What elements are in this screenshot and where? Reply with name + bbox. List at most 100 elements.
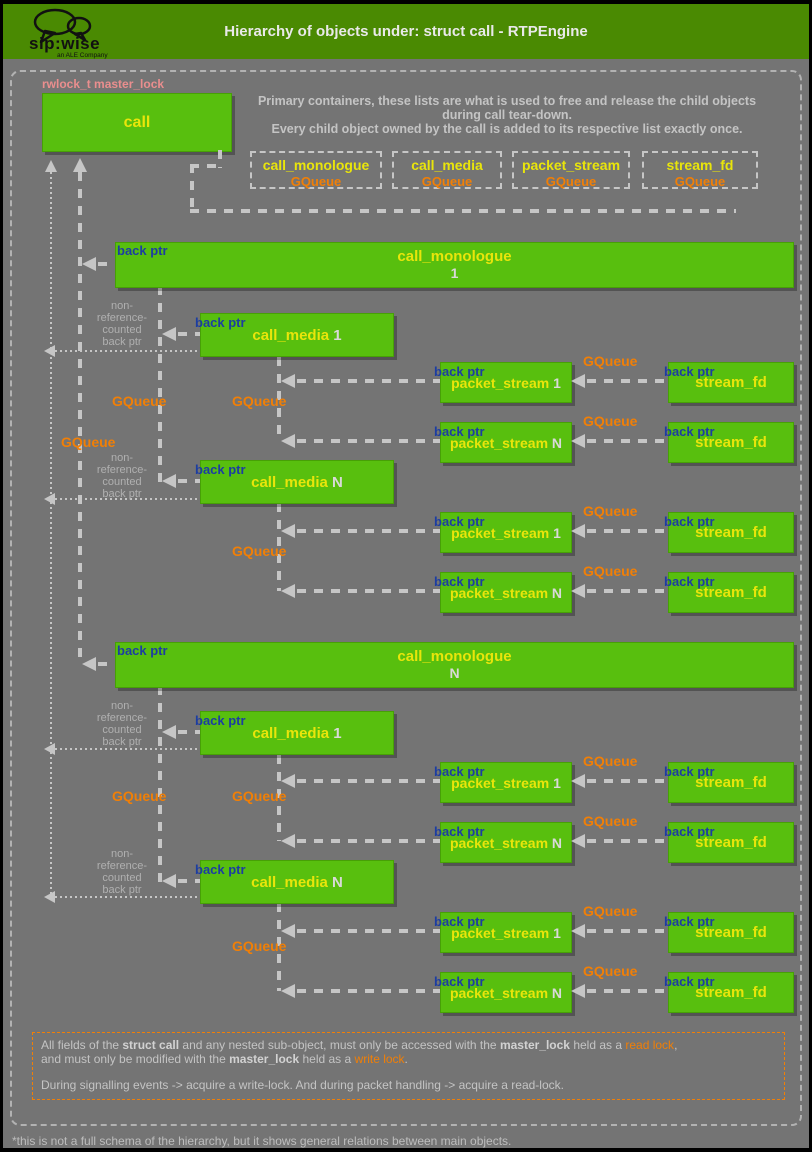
note-text: and must only be modified with the [41, 1051, 230, 1066]
box-title: call_media 1 [201, 725, 393, 742]
list-name: call_monologue [262, 157, 370, 173]
stream-fd-box: stream_fd [668, 362, 794, 403]
arrow-left-icon [281, 774, 295, 788]
connector-line [190, 164, 222, 168]
gqueue-label: GQueue [583, 413, 638, 429]
backptr-label: back ptr [664, 574, 715, 589]
arrow-left-icon [571, 524, 585, 538]
box-title: call_media N [201, 474, 393, 491]
backptr-label: back ptr [434, 824, 485, 839]
arrow-left-icon [571, 584, 585, 598]
backptr-line-to-call [78, 172, 82, 664]
box-title: packet_stream 1 [441, 375, 571, 391]
non-ref-arrow [55, 498, 200, 500]
non-ref-arrow [55, 748, 200, 750]
list-type: GQueue [674, 174, 726, 189]
note-line-3: During signalling events -> acquire a wr… [41, 1078, 564, 1092]
gqueue-label: GQueue [61, 434, 116, 450]
backptr-label: back ptr [117, 243, 168, 258]
gqueue-arrow [297, 439, 440, 443]
packet-stream-1-box: packet_stream 1 [440, 362, 572, 403]
arrow-left-icon [281, 924, 295, 938]
backptr-label: back ptr [664, 764, 715, 779]
arrow-up-icon [45, 160, 57, 172]
box-title-text: packet_stream [451, 374, 550, 391]
note-text: held as a [569, 1038, 626, 1052]
diagram-frame [10, 70, 802, 1126]
logo-text: sip:wise [29, 34, 101, 53]
backptr-arrow [178, 879, 200, 883]
box-index: N [551, 984, 563, 1001]
gqueue-label: GQueue [232, 393, 287, 409]
arrow-left-icon [571, 434, 585, 448]
arrow-left-icon [281, 584, 295, 598]
arrow-left-icon [44, 743, 55, 755]
note-bold: master_lock [499, 1038, 570, 1052]
arrow-left-icon [44, 345, 55, 357]
arrow-left-icon [281, 984, 295, 998]
backptr-arrow [178, 332, 200, 336]
box-index: N [551, 584, 563, 601]
non-ref-backptr-line [50, 172, 52, 897]
gqueue-line [277, 503, 281, 591]
gqueue-label: GQueue [232, 788, 287, 804]
list-name: packet_stream [521, 157, 621, 173]
box-index: 1 [450, 265, 459, 281]
packet-stream-n-box: packet_stream N [440, 972, 572, 1013]
note-text: held as a [299, 1051, 355, 1066]
call-box: call [42, 93, 232, 152]
arrow-left-icon [162, 474, 176, 488]
backptr-label: back ptr [664, 974, 715, 989]
arrow-left-icon [281, 524, 295, 538]
note-bold: struct call [122, 1038, 180, 1052]
box-index: N [332, 873, 343, 891]
box-title-text: call_media [252, 326, 330, 344]
stream-fd-box: stream_fd [668, 512, 794, 553]
arrow-left-icon [162, 327, 176, 341]
gqueue-line [277, 903, 281, 991]
backptr-label: back ptr [434, 764, 485, 779]
non-ref-label: non- reference- counted back ptr [96, 452, 148, 500]
arrow-left-icon [281, 434, 295, 448]
box-title-text: packet_stream [449, 584, 549, 601]
backptr-label: back ptr [434, 914, 485, 929]
arrow-left-icon [571, 374, 585, 388]
box-index: N [551, 834, 563, 851]
box-title: packet_stream 1 [441, 925, 571, 941]
stream-fd-box: stream_fd [668, 762, 794, 803]
box-index: 1 [553, 374, 561, 391]
backptr-label: back ptr [117, 643, 168, 658]
stream-fd-box: stream_fd [668, 822, 794, 863]
gqueue-line [277, 357, 281, 441]
gqueue-label: GQueue [583, 963, 638, 979]
packet-stream-1-box: packet_stream 1 [440, 762, 572, 803]
box-title: call_monologue [397, 648, 512, 665]
box-title: stream_fd [695, 434, 767, 451]
box-title: stream_fd [695, 584, 767, 601]
box-title: stream_fd [695, 924, 767, 941]
connector-line [190, 209, 736, 213]
gqueue-label: GQueue [583, 903, 638, 919]
box-title-text: packet_stream [449, 834, 549, 851]
backptr-label: back ptr [664, 914, 715, 929]
box-title-text: packet_stream [451, 774, 550, 791]
arrow-left-icon [162, 874, 176, 888]
arrow-left-icon [44, 493, 55, 505]
backptr-arrow [178, 730, 200, 734]
call-monologue-1-box: call_monologue 1 [115, 242, 794, 288]
connector-line [218, 150, 222, 168]
page-title: Hierarchy of objects under: struct call … [224, 23, 588, 40]
gqueue-label: GQueue [232, 543, 287, 559]
non-ref-label: non- reference- counted back ptr [96, 300, 148, 348]
primary-list-stream-fd: stream_fd GQueue [642, 151, 758, 189]
box-title-text: call_media [252, 724, 330, 742]
list-name: call_media [411, 157, 483, 173]
note-text: All fields of the [41, 1038, 123, 1052]
call-media-1-box: call_media 1 [200, 313, 394, 357]
non-ref-arrow [55, 896, 200, 898]
packet-stream-n-box: packet_stream N [440, 422, 572, 463]
backptr-label: back ptr [195, 462, 246, 477]
note-text: . [404, 1051, 408, 1066]
gqueue-arrow [297, 779, 440, 783]
box-title: call_media 1 [201, 327, 393, 344]
